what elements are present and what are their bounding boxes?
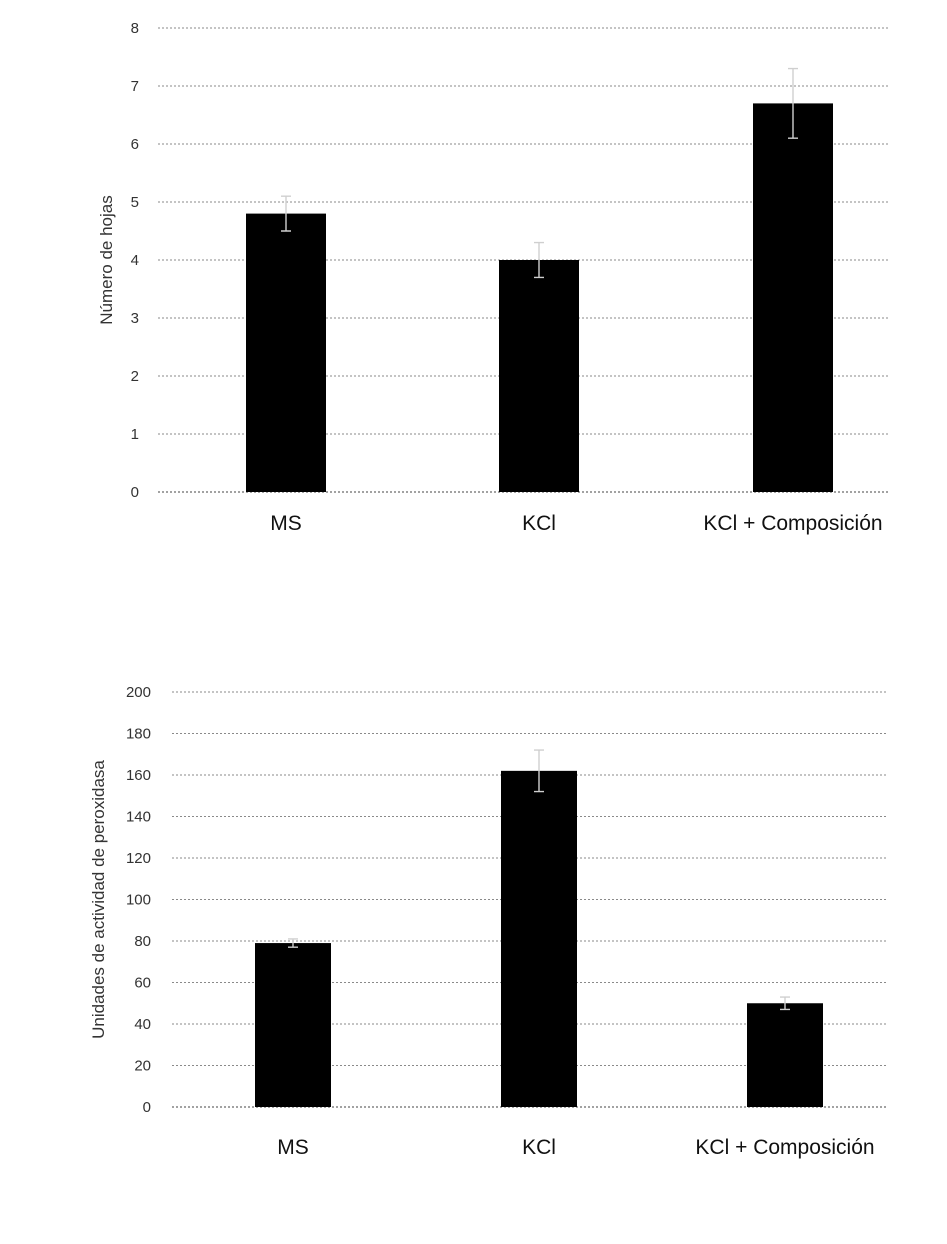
y-tick-label: 0	[143, 1099, 151, 1116]
bar	[747, 1003, 823, 1107]
y-tick-label: 120	[126, 850, 151, 867]
y-tick-label: 160	[126, 767, 151, 784]
bar	[499, 260, 579, 492]
x-category-label: KCl	[522, 512, 556, 535]
y-tick-label: 140	[126, 809, 151, 826]
bar	[753, 103, 833, 492]
y-axis-label: Número de hojas	[97, 195, 116, 324]
y-tick-label: 8	[131, 20, 139, 37]
peroxidase-activity-chart: 0 20 40 60 80 100 120 140 160 180 200 MS KCl KCl + Co…	[0, 660, 947, 1180]
y-tick-label: 5	[131, 194, 139, 211]
y-tick-label: 20	[134, 1058, 151, 1075]
y-axis-label: Unidades de actividad de peroxidasa	[89, 760, 108, 1039]
x-category-label: KCl + Composición	[703, 512, 882, 535]
y-tick-label: 40	[134, 1016, 151, 1033]
y-tick-label: 0	[131, 484, 139, 501]
y-tick-label: 180	[126, 726, 151, 743]
y-tick-label: 80	[134, 933, 151, 950]
x-category-label: MS	[277, 1136, 309, 1159]
y-tick-label: 7	[131, 78, 139, 95]
x-category-label: KCl	[522, 1136, 556, 1159]
y-tick-label: 3	[131, 310, 139, 327]
bar	[255, 943, 331, 1107]
y-tick-label: 6	[131, 136, 139, 153]
y-tick-label: 4	[131, 252, 139, 269]
bar	[501, 771, 577, 1107]
y-tick-label: 200	[126, 684, 151, 701]
x-category-label: MS	[270, 512, 302, 535]
bar	[246, 214, 326, 492]
number-of-leaves-chart: 0 1 2 3 4 5 6 7 8 MS KCl KCl + Composición Número de…	[0, 0, 947, 560]
y-tick-label: 60	[134, 975, 151, 992]
y-tick-label: 2	[131, 368, 139, 385]
x-category-label: KCl + Composición	[695, 1136, 874, 1159]
y-tick-label: 100	[126, 892, 151, 909]
y-tick-label: 1	[131, 426, 139, 443]
